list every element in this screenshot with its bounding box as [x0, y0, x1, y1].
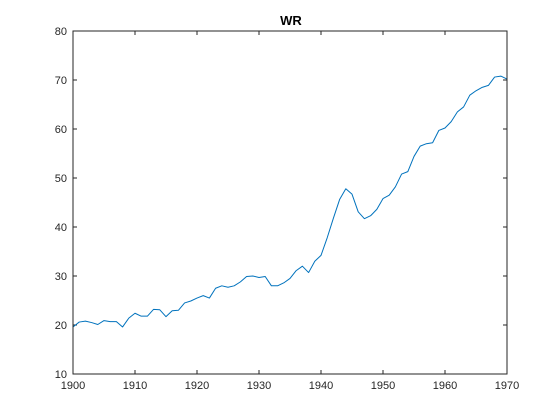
y-tick-label: 40: [55, 222, 67, 234]
chart-title: WR: [280, 13, 302, 28]
axes-ticks: 1900 1910 1920 1930 1940 1950 1960 1970 10 20 30 40…: [55, 26, 519, 392]
y-tick-label: 70: [55, 75, 67, 87]
y-tick-label: 60: [55, 124, 67, 136]
x-tick-label: 1950: [371, 380, 395, 392]
x-tick-label: 1970: [495, 380, 519, 392]
x-tick-label: 1940: [309, 380, 333, 392]
x-tick-label: 1960: [433, 380, 457, 392]
axes-box: [72, 30, 508, 375]
series-line: [72, 75, 508, 328]
y-tick-label: 80: [55, 26, 67, 38]
plot-area: [72, 75, 508, 328]
y-tick-label: 30: [55, 271, 67, 283]
y-tick-label: 50: [55, 173, 67, 185]
x-tick-label: 1910: [123, 380, 147, 392]
x-tick-label: 1920: [185, 380, 209, 392]
y-tick-label: 20: [55, 320, 67, 332]
x-tick-label: 1930: [247, 380, 271, 392]
y-tick-label: 10: [55, 369, 67, 381]
x-tick-label: 1900: [61, 380, 85, 392]
